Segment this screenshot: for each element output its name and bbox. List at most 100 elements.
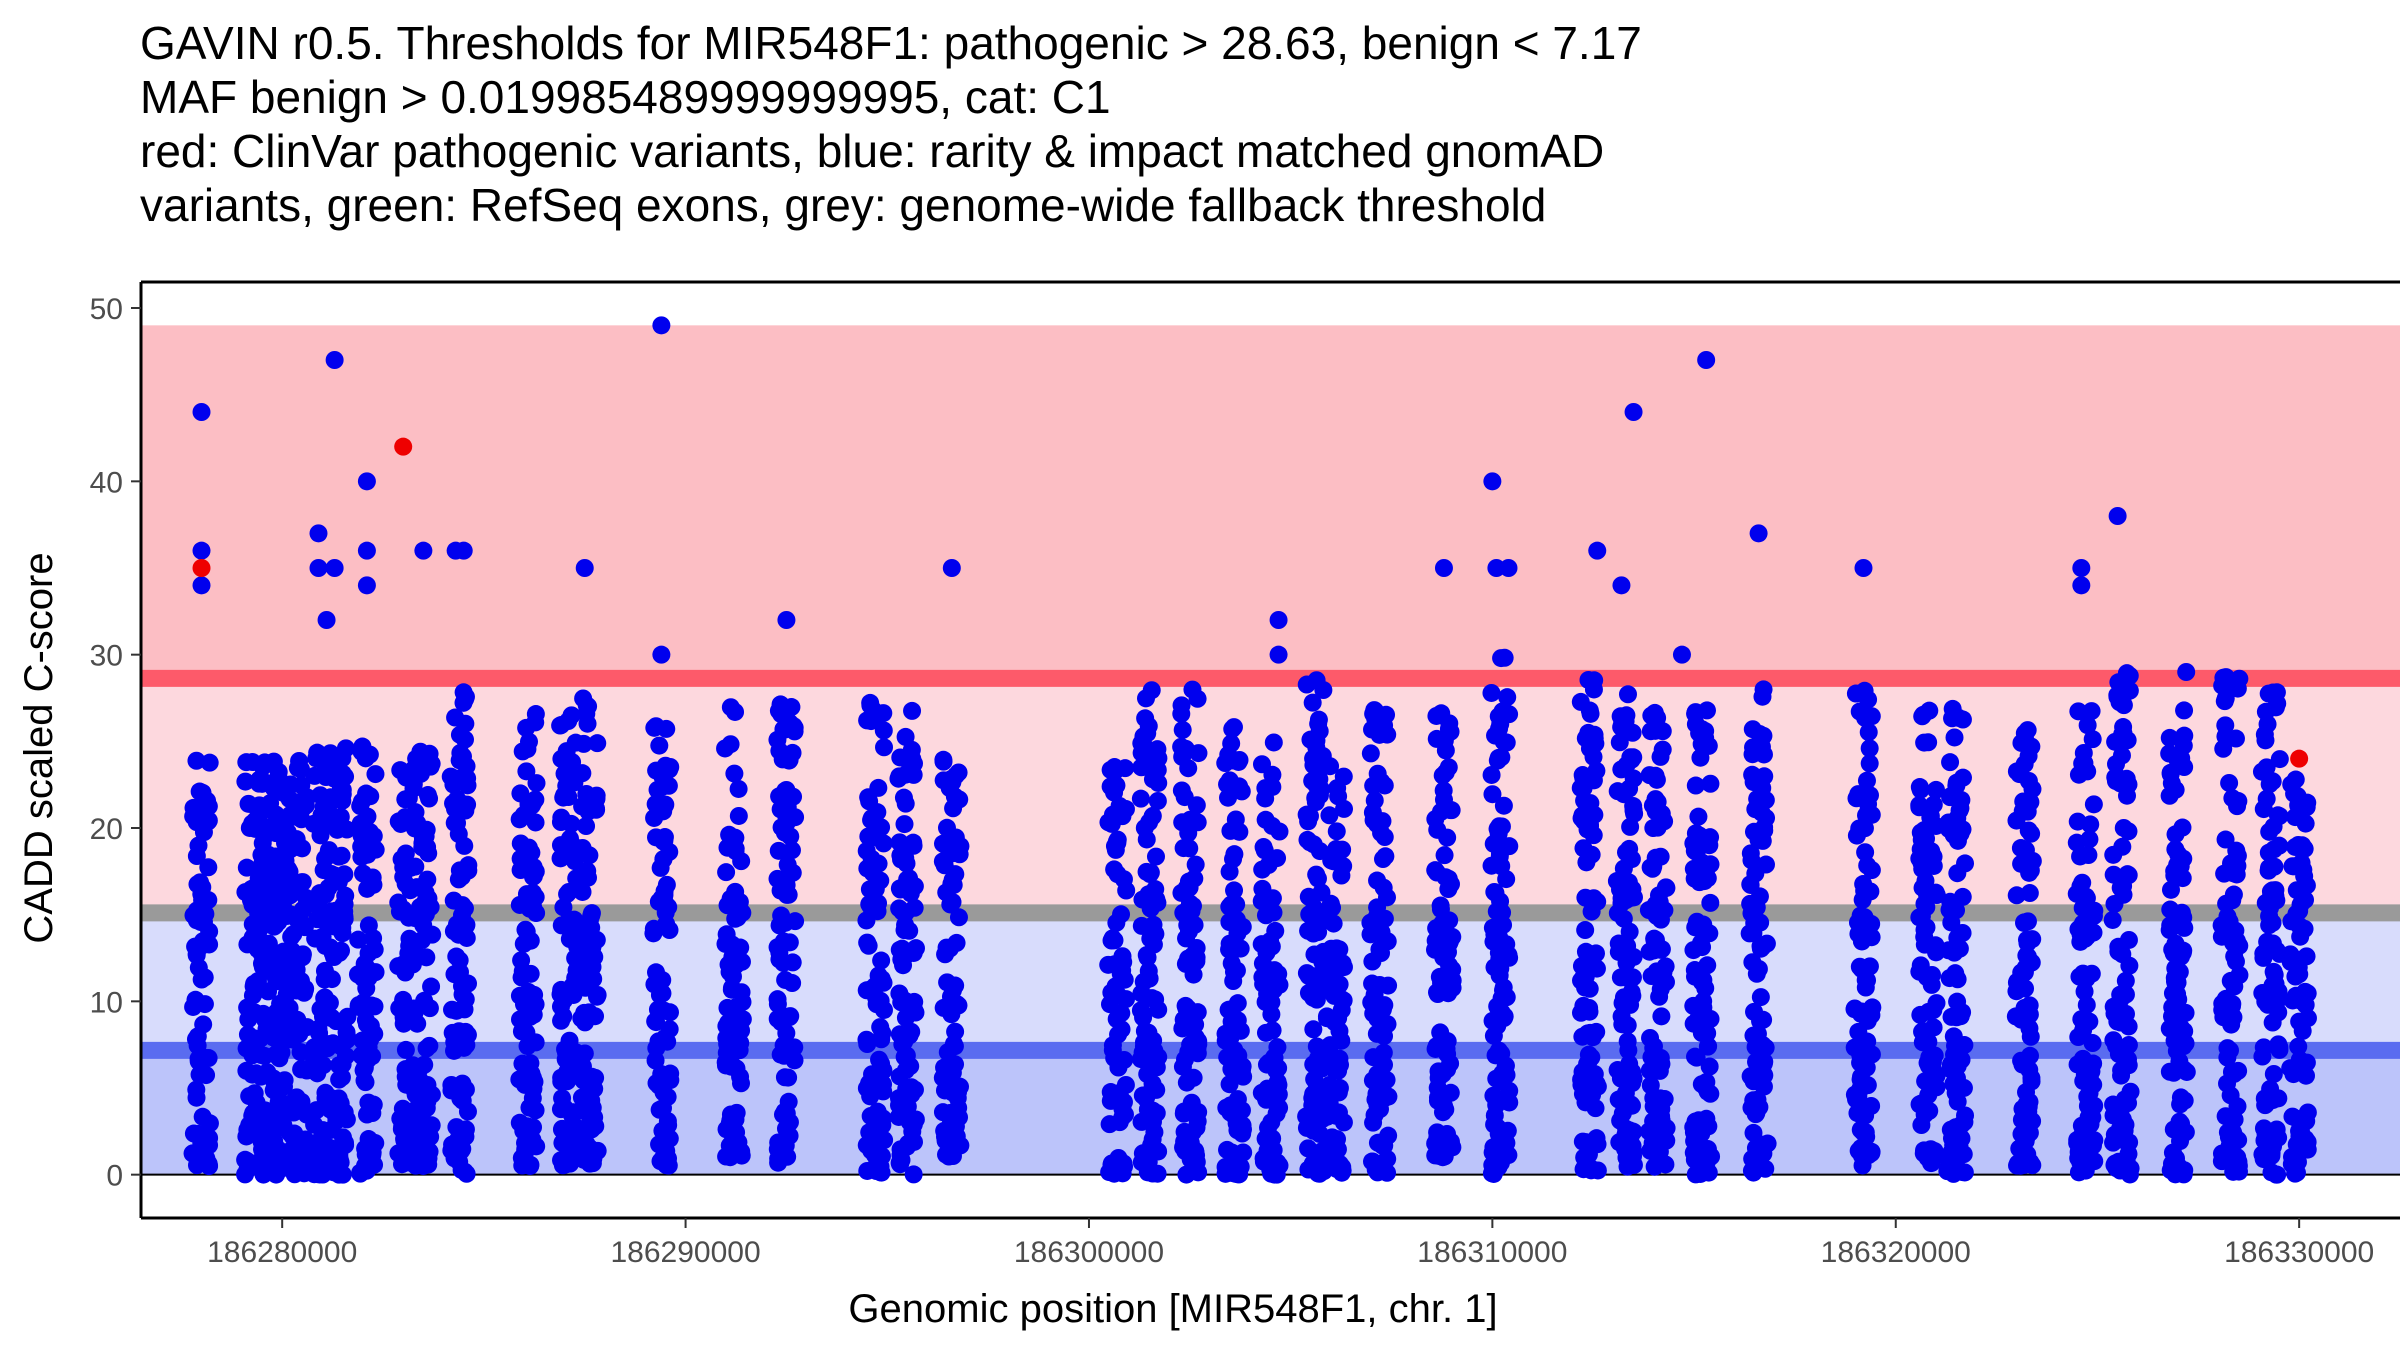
gnomad-variant-point — [646, 963, 665, 982]
gnomad-variant-point — [1693, 938, 1712, 957]
gnomad-variant-point — [1298, 830, 1317, 849]
gnomad-variant-point — [282, 927, 301, 946]
gnomad-variant-point — [2218, 1074, 2237, 1093]
gnomad-variant-point — [2171, 1088, 2190, 1107]
gnomad-variant-point — [872, 951, 891, 970]
gnomad-variant-point — [892, 850, 911, 869]
gnomad-variant-point — [782, 841, 801, 860]
gnomad-variant-point — [330, 943, 349, 962]
gnomad-variant-point — [1494, 796, 1513, 815]
gnomad-variant-point — [1486, 883, 1505, 902]
gnomad-variant-point — [1262, 1005, 1281, 1024]
gnomad-variant-point — [1622, 986, 1641, 1005]
gnomad-variant-point — [1955, 1113, 1974, 1132]
gnomad-variant-point — [1744, 773, 1763, 792]
gnomad-variant-point — [1308, 1147, 1327, 1166]
gnomad-variant-point — [453, 1139, 472, 1158]
gnomad-variant-point — [1652, 1107, 1671, 1126]
gnomad-variant-point — [2161, 900, 2180, 919]
gnomad-variant-point — [874, 973, 893, 992]
gnomad-variant-point — [935, 1058, 954, 1077]
gnomad-variant-point — [1684, 834, 1703, 853]
gnomad-variant-point — [1320, 1076, 1339, 1095]
gnomad-variant-point — [1227, 1018, 1246, 1037]
gnomad-variant-point — [196, 904, 215, 923]
gnomad-outlier-point — [2177, 663, 2196, 681]
gnomad-variant-point — [1438, 971, 1457, 990]
gnomad-variant-point — [1179, 824, 1198, 843]
title-line-4: variants, green: RefSeq exons, grey: gen… — [140, 179, 1547, 231]
gnomad-variant-point — [1651, 747, 1670, 766]
gnomad-variant-point — [1179, 922, 1198, 941]
gnomad-variant-point — [305, 1050, 324, 1069]
gnomad-variant-point — [2082, 702, 2101, 721]
gnomad-variant-point — [721, 735, 740, 754]
gnomad-variant-point — [1112, 1020, 1131, 1039]
gnomad-variant-point — [1265, 961, 1284, 980]
gnomad-variant-point — [1220, 862, 1239, 881]
gnomad-variant-point — [1487, 1069, 1506, 1088]
gnomad-variant-point — [1433, 766, 1452, 785]
gnomad-variant-point — [1743, 720, 1762, 739]
gnomad-variant-point — [1862, 914, 1881, 933]
gnomad-variant-point — [869, 854, 888, 873]
gnomad-variant-point — [1149, 773, 1168, 792]
gnomad-variant-point — [1491, 959, 1510, 978]
gnomad-variant-point — [1253, 879, 1272, 898]
gnomad-variant-point — [658, 1087, 677, 1106]
gnomad-variant-point — [1857, 771, 1876, 790]
gnomad-variant-point — [2270, 1040, 2289, 1059]
gnomad-variant-point — [1252, 1083, 1271, 1102]
gnomad-variant-point — [1495, 648, 1514, 667]
gnomad-variant-point — [411, 764, 430, 783]
gnomad-variant-point — [1427, 729, 1446, 748]
gnomad-variant-point — [2160, 786, 2179, 805]
gnomad-variant-point — [872, 1030, 891, 1049]
gnomad-variant-point — [726, 839, 745, 858]
gnomad-variant-point — [337, 1031, 356, 1050]
gnomad-variant-point — [950, 1108, 969, 1127]
gnomad-variant-point — [875, 738, 894, 757]
gnomad-variant-point — [2175, 918, 2194, 937]
gnomad-outlier-point — [1672, 645, 1691, 664]
gnomad-variant-point — [1303, 1108, 1322, 1127]
gnomad-variant-point — [575, 1003, 594, 1022]
gnomad-variant-point — [2013, 1099, 2032, 1118]
gnomad-variant-point — [1579, 670, 1598, 689]
gnomad-variant-point — [2019, 821, 2038, 840]
gnomad-variant-point — [554, 1132, 573, 1151]
gnomad-variant-point — [2015, 724, 2034, 743]
gnomad-variant-point — [457, 928, 476, 947]
gnomad-variant-point — [781, 1007, 800, 1026]
gnomad-variant-point — [554, 788, 573, 807]
gnomad-variant-point — [290, 878, 309, 897]
gnomad-variant-point — [308, 743, 327, 762]
gnomad-variant-point — [1147, 1058, 1166, 1077]
gnomad-variant-point — [1915, 920, 1934, 939]
gnomad-variant-point — [2293, 836, 2312, 855]
gnomad-variant-point — [1427, 863, 1446, 882]
x-axis-title: Genomic position [MIR548F1, chr. 1] — [848, 1287, 1497, 1331]
gnomad-variant-point — [307, 1101, 326, 1120]
gnomad-variant-point — [1919, 733, 1938, 752]
gnomad-variant-point — [2119, 775, 2138, 794]
gnomad-variant-point — [2295, 867, 2314, 886]
gnomad-variant-point — [721, 1013, 740, 1032]
gnomad-variant-point — [2114, 696, 2133, 715]
gnomad-variant-point — [1920, 1101, 1939, 1120]
gnomad-variant-point — [2290, 1122, 2309, 1141]
gnomad-variant-point — [1751, 937, 1770, 956]
y-axis-title: CADD scaled C-score — [17, 552, 61, 943]
gnomad-variant-point — [2176, 1003, 2195, 1022]
gnomad-variant-point — [422, 1116, 441, 1135]
gnomad-variant-point — [2160, 744, 2179, 763]
gnomad-variant-point — [288, 1010, 307, 1029]
gnomad-variant-point — [2017, 1127, 2036, 1146]
gnomad-variant-point — [1953, 1003, 1972, 1022]
gnomad-variant-point — [321, 1088, 340, 1107]
gnomad-variant-point — [769, 1133, 788, 1152]
gnomad-variant-point — [521, 1155, 540, 1174]
gnomad-variant-point — [511, 861, 530, 880]
gnomad-variant-point — [2081, 1115, 2100, 1134]
gnomad-variant-point — [1701, 893, 1720, 912]
